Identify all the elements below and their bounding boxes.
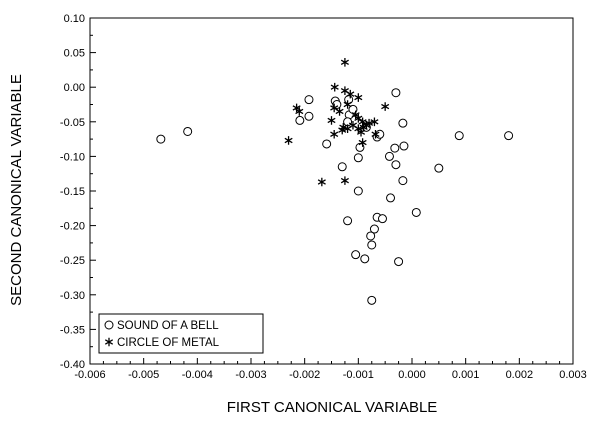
bell-point bbox=[391, 88, 401, 98]
legend-label-bell: SOUND OF A BELL bbox=[117, 320, 219, 332]
metal-point bbox=[354, 114, 363, 123]
y-tick-label: -0.25 bbox=[60, 255, 85, 267]
y-tick-label: -0.40 bbox=[60, 359, 85, 371]
y-tick-label: 0.05 bbox=[64, 48, 85, 60]
legend-asterisk-icon bbox=[104, 337, 114, 347]
bell-point bbox=[322, 139, 332, 149]
y-tick-label: -0.30 bbox=[60, 290, 85, 302]
bell-point bbox=[366, 231, 376, 241]
bell-point bbox=[377, 214, 387, 224]
metal-point bbox=[365, 118, 374, 128]
bell-point bbox=[332, 100, 342, 109]
metal-point bbox=[340, 176, 349, 185]
bell-point bbox=[344, 95, 354, 105]
x-tick-label: -0.001 bbox=[343, 369, 374, 381]
bell-point bbox=[384, 151, 394, 161]
metal-point bbox=[381, 102, 390, 111]
x-tick-label: 0.002 bbox=[506, 369, 534, 381]
bell-point bbox=[367, 295, 377, 305]
bell-point bbox=[375, 129, 385, 139]
metal-point bbox=[330, 129, 339, 139]
metal-point bbox=[356, 127, 366, 137]
bell-point bbox=[337, 162, 347, 172]
metal-point bbox=[346, 89, 355, 99]
bell-point bbox=[391, 160, 401, 170]
y-tick-label: -0.35 bbox=[60, 324, 85, 336]
x-tick-label: 0.000 bbox=[398, 369, 426, 381]
bell-point bbox=[295, 115, 305, 125]
bell-point bbox=[367, 240, 377, 250]
metal-point bbox=[338, 125, 347, 135]
bell-point bbox=[360, 254, 370, 264]
plot-area bbox=[89, 17, 574, 365]
bell-point bbox=[183, 126, 193, 136]
bell-point bbox=[434, 163, 444, 173]
metal-point bbox=[284, 136, 293, 145]
y-tick-label: -0.15 bbox=[60, 186, 85, 198]
metal-point bbox=[295, 107, 304, 116]
bell-point bbox=[394, 257, 404, 267]
bell-point bbox=[369, 224, 379, 234]
y-tick-label: 0.10 bbox=[64, 13, 85, 25]
x-tick-label: 0.003 bbox=[559, 369, 587, 381]
bell-point bbox=[390, 143, 400, 153]
x-axis-title: FIRST CANONICAL VARIABLE bbox=[227, 399, 438, 416]
metal-point bbox=[317, 177, 326, 187]
bell-point bbox=[504, 131, 514, 141]
metal-point bbox=[370, 117, 379, 127]
bell-point bbox=[386, 193, 396, 203]
x-tick-label: -0.002 bbox=[289, 369, 320, 381]
bell-point bbox=[398, 176, 408, 186]
y-axis-ticks: 0.10 0.05 0.00 -0.05 -0.10 -0.15 -0.20 -0.25 -0.… bbox=[60, 13, 96, 371]
bell-point bbox=[353, 186, 363, 196]
data-points bbox=[156, 57, 514, 305]
legend-circle-icon bbox=[104, 320, 114, 330]
metal-point bbox=[343, 100, 352, 109]
y-tick-label: -0.05 bbox=[60, 117, 85, 129]
metal-point bbox=[340, 86, 349, 95]
bell-point bbox=[454, 131, 464, 141]
metal-point bbox=[358, 117, 367, 127]
bell-point bbox=[351, 250, 361, 260]
metal-point bbox=[340, 57, 349, 67]
bell-point bbox=[304, 111, 314, 121]
x-tick-label: -0.006 bbox=[74, 369, 105, 381]
metal-point bbox=[335, 107, 344, 116]
metal-point bbox=[358, 138, 367, 147]
bell-point bbox=[398, 118, 408, 128]
x-tick-label: -0.003 bbox=[235, 369, 266, 381]
bell-point bbox=[399, 141, 409, 151]
x-tick-label: -0.005 bbox=[128, 369, 159, 381]
legend-box bbox=[98, 313, 264, 354]
bell-point bbox=[353, 153, 363, 163]
y-tick-label: -0.20 bbox=[60, 221, 85, 233]
y-tick-label: -0.10 bbox=[60, 151, 85, 163]
x-axis-ticks: -0.006 -0.005 -0.004 -0.003 -0.002 -0.001 0.00… bbox=[74, 358, 587, 381]
y-tick-label: 0.00 bbox=[64, 82, 85, 94]
y-axis-title: SECOND CANONICAL VARIABLE bbox=[8, 74, 25, 306]
bell-point bbox=[156, 134, 166, 144]
legend: SOUND OF A BELL CIRCLE OF METAL bbox=[98, 313, 264, 354]
bell-point bbox=[411, 207, 421, 217]
metal-point bbox=[354, 93, 363, 102]
metal-point bbox=[371, 129, 380, 139]
plot-border bbox=[89, 17, 574, 365]
x-tick-label: -0.004 bbox=[182, 369, 213, 381]
legend-label-metal: CIRCLE OF METAL bbox=[117, 337, 220, 349]
metal-point bbox=[330, 82, 339, 92]
legend-marker-metal bbox=[104, 337, 114, 347]
metal-point bbox=[327, 116, 336, 125]
legend-marker-bell bbox=[104, 320, 114, 330]
bell-point bbox=[343, 216, 353, 226]
bell-point bbox=[304, 95, 314, 105]
x-tick-label: 0.001 bbox=[452, 369, 480, 381]
